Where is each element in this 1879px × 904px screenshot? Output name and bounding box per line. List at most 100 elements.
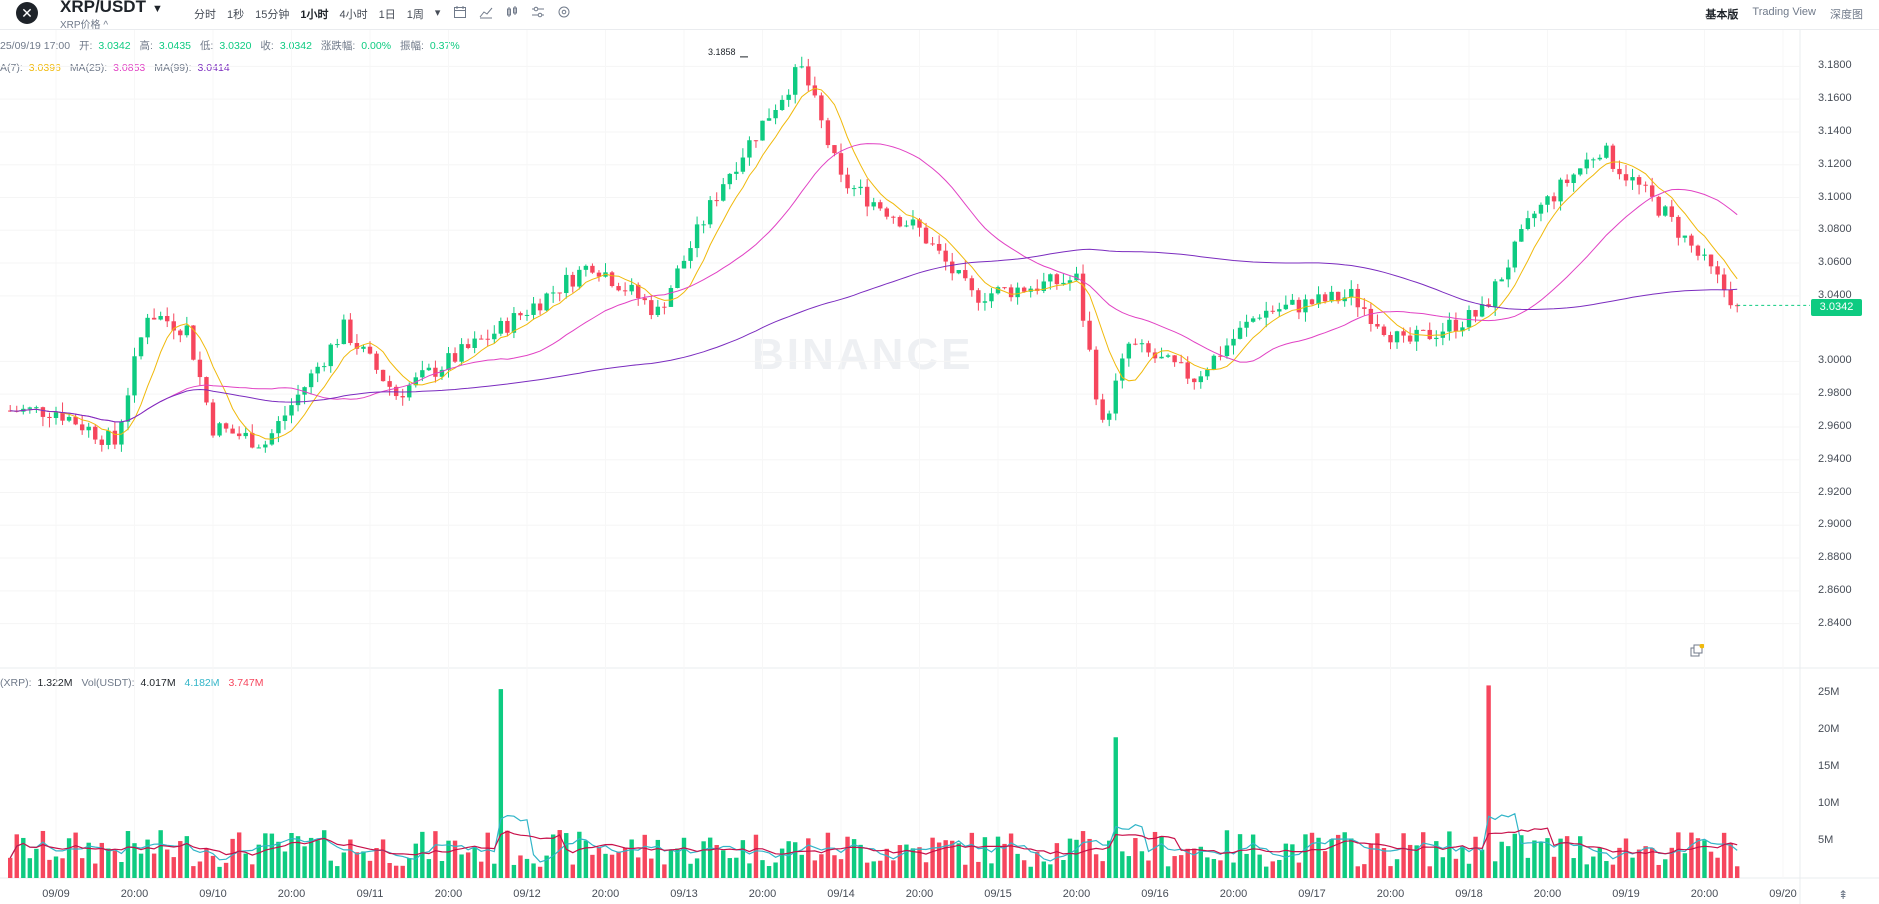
- interval-tab-1[interactable]: 1秒: [227, 9, 245, 21]
- volume-bar: [917, 847, 922, 878]
- volume-bar: [1735, 866, 1740, 878]
- volume-bar: [1139, 851, 1145, 878]
- candle-body: [1067, 280, 1073, 283]
- volume-bar: [1296, 862, 1302, 878]
- high-value: 3.0435: [158, 40, 192, 52]
- settings-sliders-icon[interactable]: [530, 4, 546, 20]
- time-axis-label: 09/10: [199, 888, 227, 900]
- volume-bar: [276, 841, 281, 878]
- view-tab-1[interactable]: Trading View: [1752, 6, 1816, 18]
- line-chart-icon[interactable]: [478, 4, 494, 20]
- volume-bar: [223, 862, 229, 878]
- candle-body: [1538, 204, 1544, 214]
- volume-bar: [125, 831, 131, 878]
- interval-tab-7[interactable]: ▾: [434, 7, 441, 19]
- volume-bar: [1126, 856, 1132, 878]
- chevron-down-icon: ▼: [151, 3, 163, 15]
- candle-body: [649, 300, 654, 316]
- candle-body: [1159, 356, 1164, 359]
- volume-bar: [433, 831, 438, 878]
- volume-bar: [243, 853, 248, 878]
- volume-bar: [1192, 848, 1197, 878]
- volume-bar: [812, 860, 818, 878]
- candle-body: [1676, 216, 1681, 238]
- price-axis-label: 3.0000: [1818, 354, 1852, 367]
- view-tab-0[interactable]: 基本版: [1705, 9, 1739, 21]
- candle-body: [328, 344, 333, 367]
- candle-body: [1735, 305, 1740, 307]
- volume-bar: [878, 860, 883, 878]
- time-axis-label: 09/20: [1769, 888, 1797, 900]
- candle-body: [1545, 196, 1550, 205]
- candle-body: [1453, 319, 1459, 332]
- candle-body: [1702, 254, 1707, 256]
- volume-bar: [66, 838, 72, 878]
- interval-tab-3[interactable]: 1小时: [300, 9, 329, 21]
- volume-bar: [766, 866, 772, 878]
- volume-bar: [858, 844, 863, 878]
- volume-bar: [1394, 859, 1400, 878]
- volume-bar: [1067, 838, 1073, 878]
- candle-body: [1218, 355, 1223, 357]
- candle-body: [1414, 329, 1419, 342]
- open-value: 3.0342: [98, 40, 131, 52]
- pair-selector[interactable]: XRP/USDT ▼: [60, 0, 163, 17]
- volume-bar: [328, 860, 333, 878]
- candle-body: [1277, 309, 1282, 312]
- volume-bar: [596, 847, 602, 878]
- volume-bar: [1002, 843, 1007, 878]
- ma25-value: 3.0853: [113, 62, 146, 74]
- price-axis-label: 2.9200: [1818, 485, 1852, 498]
- candle-body: [524, 314, 530, 316]
- vol-ma-b: 3.747M: [228, 677, 264, 689]
- candlestick-chart[interactable]: [0, 30, 1879, 904]
- calendar-icon[interactable]: [452, 4, 468, 20]
- volume-bar: [969, 832, 975, 878]
- volume-bar: [79, 858, 85, 878]
- gear-icon[interactable]: [556, 4, 572, 20]
- candle-body: [1283, 304, 1289, 310]
- candle-body: [498, 320, 504, 334]
- volume-bar: [204, 848, 209, 878]
- volume-bar: [14, 834, 19, 878]
- candle-body: [413, 377, 418, 386]
- candle-body: [1041, 281, 1046, 291]
- ma-info: A(7): 3.0396 MA(25): 3.0853 MA(99): 3.0414: [0, 62, 236, 74]
- candle-body: [779, 99, 785, 111]
- candle-body: [348, 319, 353, 344]
- candle-body: [1211, 355, 1217, 370]
- interval-tab-2[interactable]: 15分钟: [255, 9, 290, 21]
- top-toolbar: ✕ XRP/USDT ▼ XRP价格 ^ 分时 1秒 15分钟 1小时 4小时 1日 1周 ▾ …: [0, 0, 1879, 31]
- price-axis-label: 2.9800: [1818, 387, 1852, 400]
- candle-body: [1532, 213, 1537, 219]
- ma7-line: [10, 87, 1738, 440]
- close-icon[interactable]: ✕: [16, 2, 38, 24]
- pair-subtitle[interactable]: XRP价格 ^: [60, 20, 109, 31]
- volume-bar: [393, 865, 399, 878]
- interval-tab-5[interactable]: 1日: [378, 9, 396, 21]
- time-axis-label: 09/15: [984, 888, 1012, 900]
- candle-body: [1113, 380, 1118, 414]
- candle-body: [1434, 337, 1439, 340]
- volume-bar: [995, 836, 1001, 878]
- volume-bar: [374, 848, 379, 878]
- volume-bar: [158, 830, 163, 878]
- view-tab-2[interactable]: 深度图: [1830, 9, 1863, 21]
- volume-bar: [930, 837, 935, 878]
- candle-body: [511, 313, 517, 333]
- candle-body: [1506, 267, 1511, 280]
- reset-zoom-icon[interactable]: ⇞: [1838, 888, 1849, 902]
- volume-bar: [1028, 866, 1033, 878]
- candle-body: [596, 272, 602, 277]
- candle-body: [1126, 343, 1132, 359]
- copy-layout-icon[interactable]: [1690, 644, 1704, 658]
- candle-body: [1643, 184, 1648, 186]
- candle-body: [308, 373, 314, 388]
- interval-tab-4[interactable]: 4小时: [339, 9, 368, 21]
- candle-icon[interactable]: [504, 4, 520, 20]
- volume-bar: [1172, 856, 1177, 878]
- volume-bar: [688, 863, 693, 878]
- candle-body: [1178, 362, 1184, 364]
- interval-tab-6[interactable]: 1周: [406, 9, 424, 21]
- interval-tab-0[interactable]: 分时: [194, 9, 216, 21]
